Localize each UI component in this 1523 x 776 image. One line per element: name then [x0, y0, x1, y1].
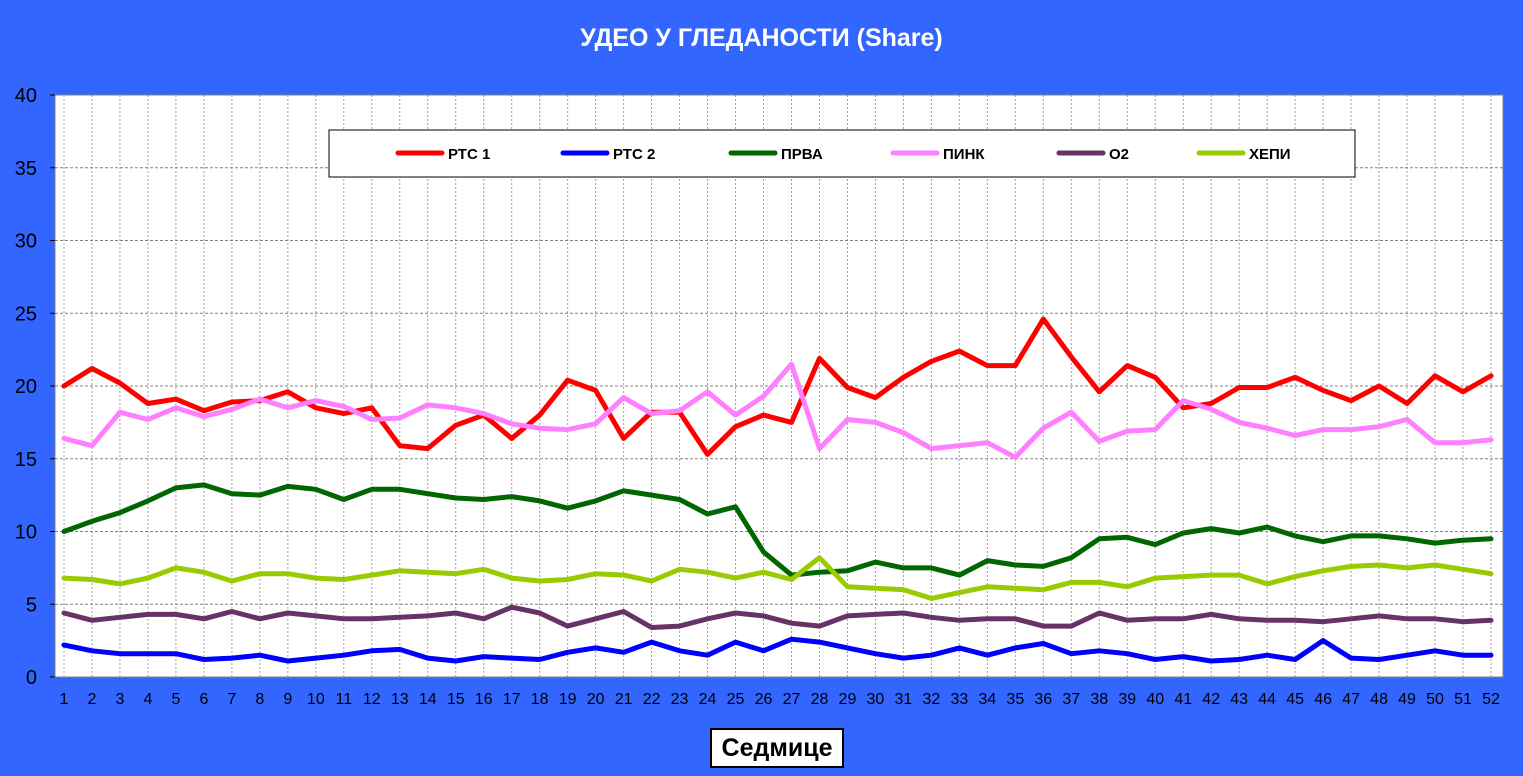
x-tick-label: 4 — [143, 691, 152, 708]
x-tick-label: 16 — [475, 691, 493, 708]
x-tick-label: 14 — [419, 691, 437, 708]
x-tick-label: 31 — [895, 691, 913, 708]
legend-label-5: ХЕПИ — [1249, 146, 1291, 163]
x-tick-label: 7 — [227, 691, 236, 708]
x-tick-labels: 1 2 3 4 5 6 7 8 9 10 11 12 13 14 15 16 17 18 19 20 21 22 23 24 2… — [60, 691, 1500, 708]
x-tick-label: 17 — [503, 691, 521, 708]
x-tick-label: 38 — [1090, 691, 1108, 708]
x-tick-label: 18 — [531, 691, 549, 708]
legend: РТС 1 РТС 2 ПРВА ПИНК О2 ХЕПИ — [328, 129, 1356, 178]
x-tick-label: 21 — [615, 691, 633, 708]
legend-label-0: РТС 1 — [448, 146, 490, 163]
y-tick-labels: 0 5 10 15 20 25 30 35 40 — [15, 85, 55, 689]
x-tick-label: 8 — [255, 691, 264, 708]
x-tick-label: 32 — [922, 691, 940, 708]
x-tick-label: 3 — [116, 691, 125, 708]
x-tick-label: 44 — [1258, 691, 1276, 708]
series-line-2 — [61, 482, 1494, 578]
x-tick-label: 39 — [1118, 691, 1136, 708]
x-tick-label: 23 — [671, 691, 689, 708]
x-tick-label: 50 — [1426, 691, 1444, 708]
series-line-5 — [61, 555, 1494, 601]
y-tick-label: 35 — [15, 158, 37, 180]
x-tick-label: 43 — [1230, 691, 1248, 708]
y-tick-label: 20 — [15, 376, 37, 398]
x-tick-label: 34 — [978, 691, 996, 708]
chart-title: УДЕО У ГЛЕДАНОСТИ (Share) — [580, 24, 943, 52]
x-tick-label: 35 — [1006, 691, 1024, 708]
x-tick-label: 41 — [1174, 691, 1192, 708]
x-tick-label: 2 — [88, 691, 97, 708]
x-tick-label: 11 — [335, 691, 352, 708]
x-tick-label: 6 — [199, 691, 208, 708]
x-tick-label: 45 — [1286, 691, 1304, 708]
legend-label-3: ПИНК — [943, 146, 985, 163]
x-tick-label: 10 — [307, 691, 325, 708]
x-tick-label: 24 — [699, 691, 717, 708]
x-tick-label: 51 — [1454, 691, 1472, 708]
x-tick-label: 1 — [60, 691, 69, 708]
x-tick-label: 37 — [1062, 691, 1080, 708]
x-tick-label: 29 — [839, 691, 857, 708]
y-tick-label: 0 — [26, 667, 37, 689]
x-tick-label: 26 — [755, 691, 773, 708]
x-tick-label: 13 — [391, 691, 409, 708]
y-tick-label: 15 — [15, 449, 37, 471]
x-tick-label: 20 — [587, 691, 605, 708]
x-tick-label: 22 — [643, 691, 661, 708]
legend-label-1: РТС 2 — [613, 146, 655, 163]
legend-label-2: ПРВА — [781, 146, 823, 163]
x-tick-label: 49 — [1398, 691, 1416, 708]
y-tick-label: 5 — [26, 594, 37, 616]
x-tick-label: 12 — [363, 691, 381, 708]
x-tick-label: 40 — [1146, 691, 1164, 708]
legend-label-4: О2 — [1109, 146, 1129, 163]
x-tick-label: 30 — [867, 691, 885, 708]
x-tick-label: 52 — [1482, 691, 1500, 708]
series-line-3 — [61, 361, 1494, 460]
x-tick-label: 36 — [1034, 691, 1052, 708]
x-tick-label: 19 — [559, 691, 577, 708]
legend-box — [328, 129, 1356, 178]
y-tick-label: 40 — [15, 85, 37, 107]
x-axis-label: Седмице — [710, 728, 844, 768]
series-line-4 — [61, 604, 1494, 630]
x-tick-label: 47 — [1342, 691, 1360, 708]
series-lines — [61, 316, 1494, 664]
x-tick-label: 28 — [811, 691, 829, 708]
x-tick-label: 48 — [1370, 691, 1388, 708]
y-tick-label: 30 — [15, 231, 37, 253]
x-tick-label: 46 — [1314, 691, 1332, 708]
x-tick-label: 33 — [950, 691, 968, 708]
y-tick-label: 25 — [15, 303, 37, 325]
series-line-0 — [61, 316, 1494, 457]
x-tick-label: 9 — [283, 691, 292, 708]
x-tick-label: 27 — [783, 691, 801, 708]
x-tick-label: 42 — [1202, 691, 1220, 708]
y-tick-label: 10 — [15, 522, 37, 544]
series-line-1 — [61, 636, 1494, 664]
x-tick-label: 5 — [171, 691, 180, 708]
x-tick-label: 25 — [727, 691, 745, 708]
x-tick-label: 15 — [447, 691, 465, 708]
